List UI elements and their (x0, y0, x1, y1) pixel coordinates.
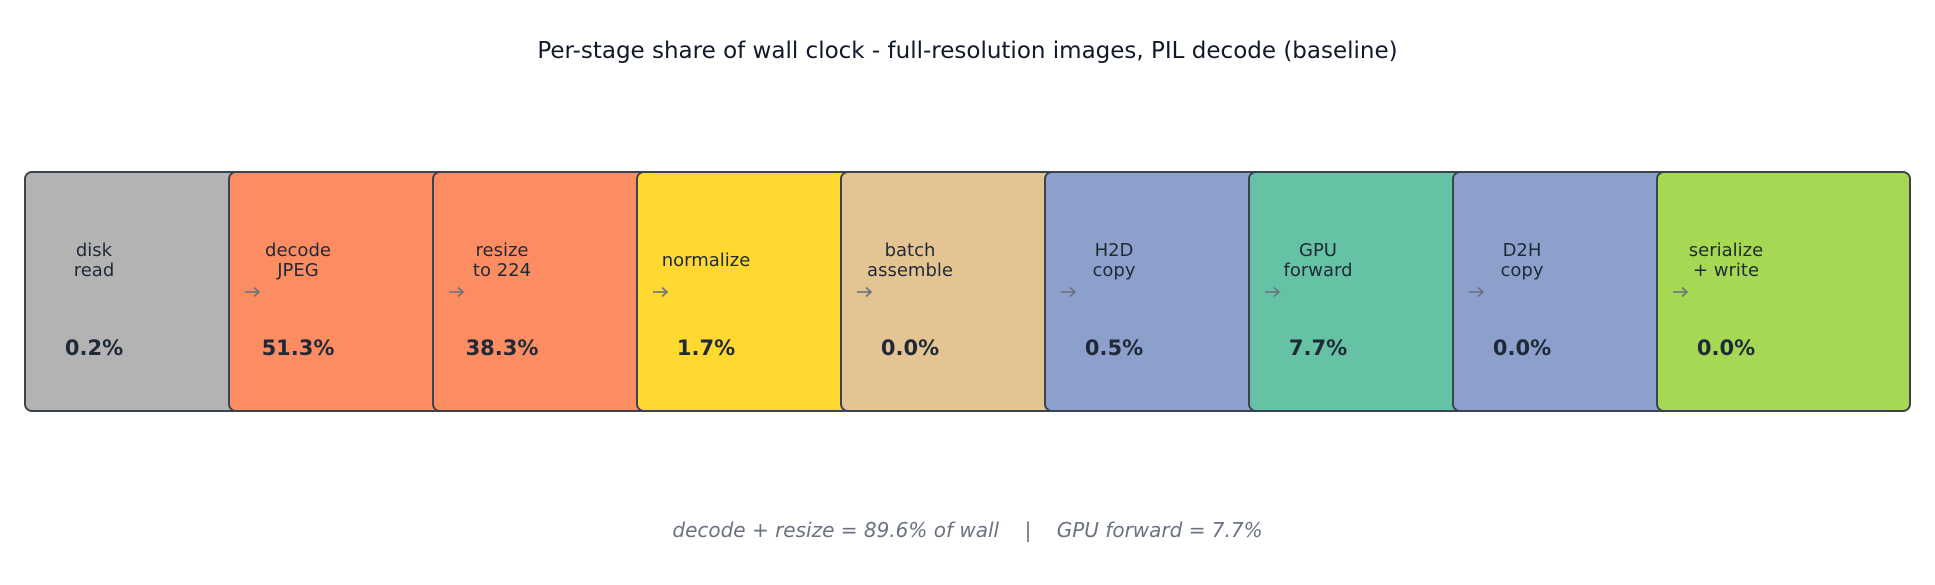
arrow-right-icon (245, 286, 261, 298)
stage-h2d-copy: H2D copy 0.5% (1044, 171, 1279, 412)
stage-label: batch assemble (867, 240, 953, 281)
stage-value: 7.7% (1288, 336, 1348, 360)
arrow-right-icon (449, 286, 465, 298)
stage-label: H2D copy (1092, 240, 1136, 281)
stage-label: decode JPEG (265, 240, 331, 281)
stage-value: 0.2% (64, 336, 124, 360)
stage-batch-assemble: batch assemble 0.0% (840, 171, 1075, 412)
arrow-right-icon (857, 286, 873, 298)
stage-value: 1.7% (676, 336, 736, 360)
stage-label: GPU forward (1283, 240, 1353, 281)
stage-value: 51.3% (261, 336, 335, 360)
footer-decode-resize: decode + resize = 89.6% of wall (672, 518, 1000, 542)
arrow-right-icon (1673, 286, 1689, 298)
stage-label: serialize + write (1688, 240, 1764, 281)
summary-footer: decode + resize = 89.6% of wall | GPU fo… (0, 517, 1935, 543)
stage-value: 0.0% (1696, 336, 1756, 360)
footer-separator: | (1024, 518, 1032, 542)
stage-label: normalize (661, 250, 751, 271)
stage-d2h-copy: D2H copy 0.0% (1452, 171, 1687, 412)
stage-disk-read: disk read 0.2% (24, 171, 259, 412)
arrow-right-icon (1061, 286, 1077, 298)
footer-gpu-forward: GPU forward = 7.7% (1056, 518, 1263, 542)
arrow-right-icon (1265, 286, 1281, 298)
stage-gpu-forward: GPU forward 7.7% (1248, 171, 1483, 412)
stage-value: 0.5% (1084, 336, 1144, 360)
stage-normalize: normalize 1.7% (636, 171, 871, 412)
arrow-right-icon (653, 286, 669, 298)
stage-label: resize to 224 (472, 240, 532, 281)
arrow-right-icon (1469, 286, 1485, 298)
stage-value: 0.0% (1492, 336, 1552, 360)
stage-decode-jpeg: decode JPEG 51.3% (228, 171, 463, 412)
stage-label: D2H copy (1500, 240, 1544, 281)
diagram-title: Per-stage share of wall clock - full-res… (537, 38, 1398, 64)
stage-value: 38.3% (465, 336, 539, 360)
stage-label: disk read (73, 240, 115, 281)
stage-value: 0.0% (880, 336, 940, 360)
stage-resize: resize to 224 38.3% (432, 171, 667, 412)
stage-serialize-write: serialize + write 0.0% (1656, 171, 1911, 412)
